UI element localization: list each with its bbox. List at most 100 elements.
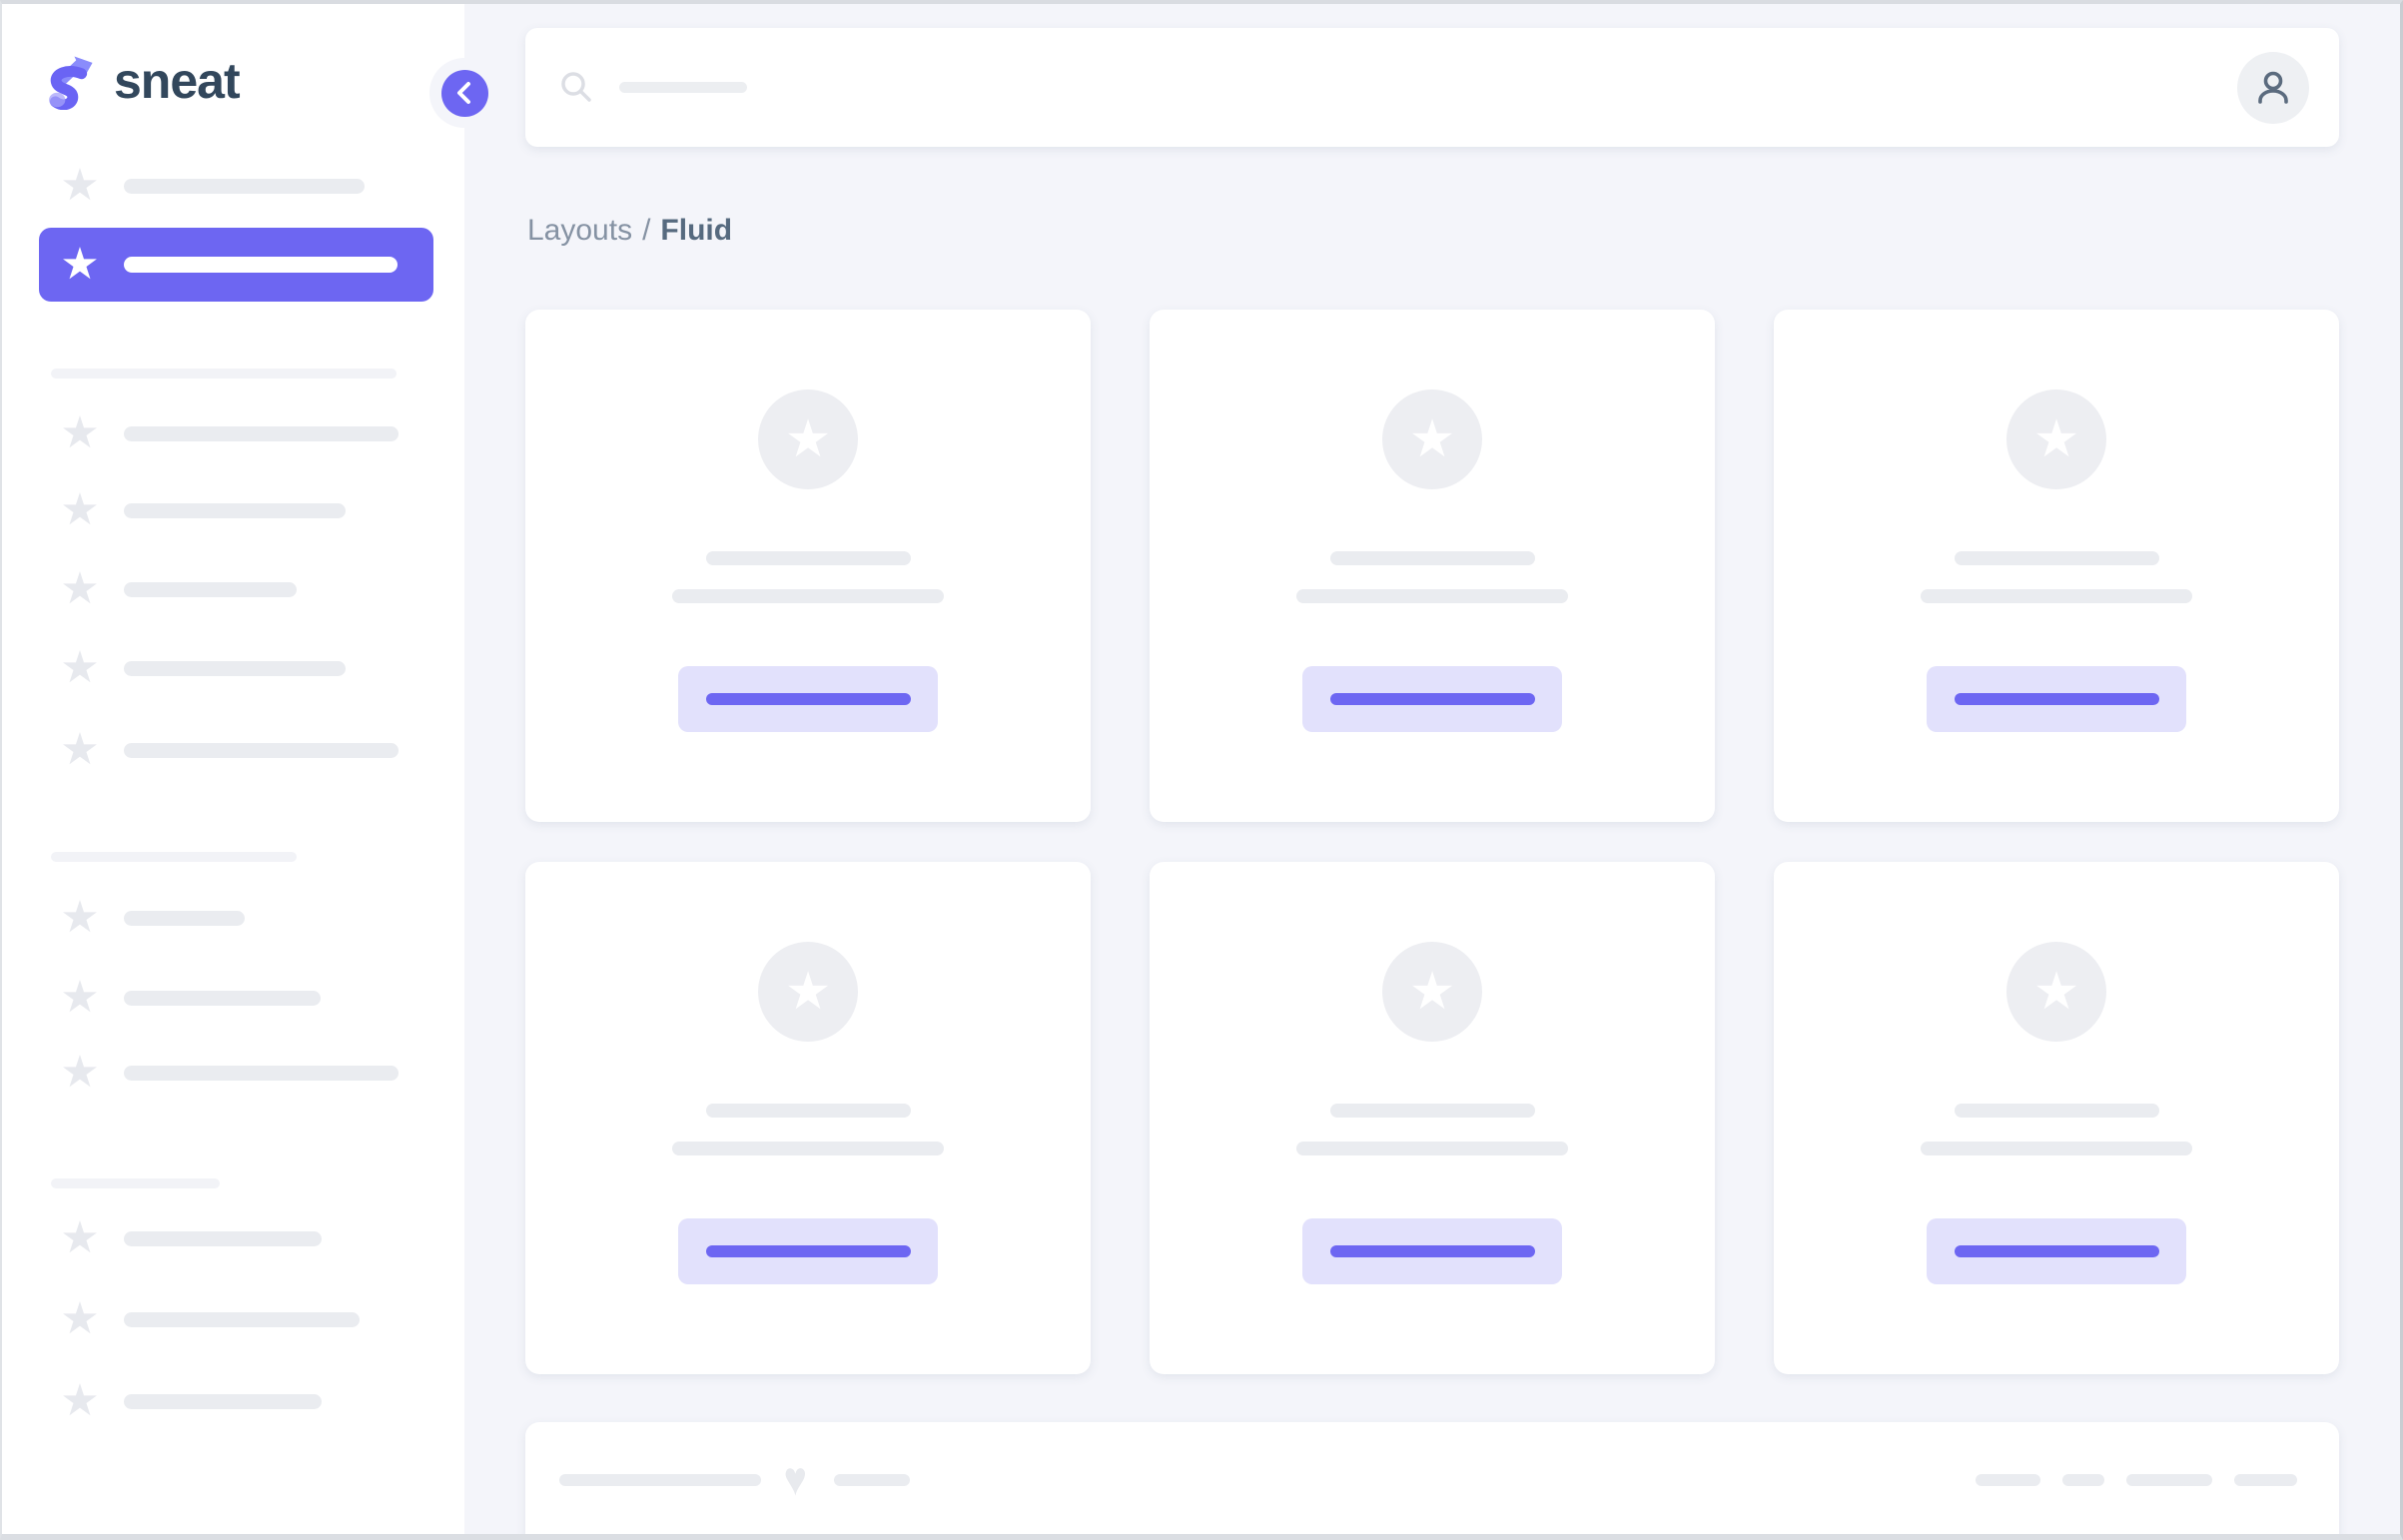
card-button-label-bar	[1954, 1245, 2159, 1257]
sidebar-item-label-bar	[124, 990, 321, 1006]
sidebar-item[interactable]: ★	[39, 1280, 433, 1358]
sidebar-item[interactable]: ★	[39, 959, 433, 1037]
placeholder-card: ★	[1150, 310, 1715, 822]
card-action-button[interactable]	[1927, 666, 2186, 732]
card-action-button[interactable]	[1302, 1218, 1562, 1284]
sidebar-item[interactable]: ★	[39, 1034, 433, 1112]
chevron-left-icon	[449, 78, 479, 108]
card-title-bar	[1954, 1104, 2159, 1118]
breadcrumb-parent[interactable]: Layouts	[527, 214, 633, 247]
star-icon: ★	[60, 1213, 100, 1262]
star-icon: ★	[60, 1048, 100, 1097]
card-action-button[interactable]	[1302, 666, 1562, 732]
placeholder-card: ★	[1774, 862, 2339, 1374]
sidebar-menu: ★ ★ ★ ★ ★ ★ ★ ★ ★ ★ ★ ★ ★	[2, 4, 464, 1534]
sidebar-section-divider	[51, 1178, 220, 1188]
sidebar-item-label-bar	[124, 502, 346, 518]
card-subtitle-bar	[672, 589, 944, 603]
sidebar-collapse-button[interactable]	[440, 69, 488, 117]
star-icon: ★	[60, 725, 100, 774]
sidebar-item-label-bar	[124, 425, 399, 441]
user-avatar-button[interactable]	[2237, 51, 2309, 124]
heart-icon: ♥	[783, 1453, 807, 1506]
sidebar-item-label-bar	[124, 1393, 322, 1409]
sidebar-item-label-bar	[124, 581, 297, 597]
top-navbar	[525, 28, 2339, 147]
sidebar-item[interactable]: ★	[39, 711, 433, 789]
sidebar-item[interactable]: ★	[39, 1362, 433, 1440]
card-avatar-circle: ★	[1382, 389, 1482, 489]
sidebar-item[interactable]: ★	[39, 550, 433, 628]
brand[interactable]: sneat	[40, 52, 241, 110]
card-button-label-bar	[705, 693, 911, 705]
card-title-bar	[1329, 551, 1535, 565]
card-button-label-bar	[705, 1245, 911, 1257]
sidebar-item-label-bar	[124, 178, 365, 194]
card-title-bar	[705, 1104, 911, 1118]
card-button-label-bar	[1329, 1245, 1535, 1257]
placeholder-bar	[559, 1474, 761, 1486]
card-subtitle-bar	[1296, 589, 1568, 603]
sidebar-section-divider	[51, 852, 297, 862]
footer-right-group	[1976, 1474, 2297, 1486]
card-button-label-bar	[1329, 693, 1535, 705]
sidebar-collapse-ring	[429, 58, 499, 128]
star-icon: ★	[60, 643, 100, 692]
sidebar-item-label-bar	[124, 910, 245, 926]
star-icon: ★	[60, 240, 100, 289]
sidebar-item[interactable]: ★	[39, 629, 433, 707]
sidebar-item[interactable]: ★	[39, 879, 433, 957]
star-icon: ★	[2032, 410, 2080, 468]
card-subtitle-bar	[1296, 1142, 1568, 1155]
placeholder-bar	[2234, 1474, 2297, 1486]
placeholder-card: ★	[1774, 310, 2339, 822]
breadcrumb: Layouts / Fluid	[527, 214, 732, 248]
card-action-button[interactable]	[1927, 1218, 2186, 1284]
sidebar-item-label-bar	[124, 257, 398, 273]
sidebar-item[interactable]: ★	[39, 394, 433, 472]
search-icon	[557, 69, 595, 107]
card-avatar-circle: ★	[1382, 942, 1482, 1042]
card-action-button[interactable]	[678, 1218, 938, 1284]
star-icon: ★	[2032, 963, 2080, 1021]
breadcrumb-separator: /	[642, 214, 651, 247]
sidebar-item[interactable]: ★	[39, 1199, 433, 1277]
star-icon: ★	[1408, 410, 1456, 468]
sidebar-item-label-bar	[124, 660, 346, 676]
breadcrumb-current: Fluid	[660, 214, 733, 247]
placeholder-bar	[2062, 1474, 2104, 1486]
placeholder-card: ★	[525, 862, 1091, 1374]
star-icon: ★	[60, 485, 100, 534]
sidebar-item-label-bar	[124, 1230, 322, 1246]
search-input[interactable]	[557, 69, 2237, 107]
star-icon: ★	[60, 1376, 100, 1425]
placeholder-card: ★	[525, 310, 1091, 822]
card-subtitle-bar	[1921, 589, 2192, 603]
card-subtitle-bar	[672, 1142, 944, 1155]
brand-name: sneat	[114, 53, 241, 109]
card-avatar-circle: ★	[2006, 389, 2106, 489]
star-icon: ★	[784, 410, 832, 468]
star-icon: ★	[60, 161, 100, 210]
star-icon: ★	[784, 963, 832, 1021]
star-icon: ★	[1408, 963, 1456, 1021]
card-action-button[interactable]	[678, 666, 938, 732]
sidebar-item-label-bar	[124, 1311, 360, 1327]
star-icon: ★	[60, 893, 100, 942]
card-subtitle-bar	[1921, 1142, 2192, 1155]
sidebar-item[interactable]: ★	[39, 147, 433, 225]
sidebar-item[interactable]: ★	[39, 471, 433, 549]
star-icon: ★	[60, 564, 100, 613]
sidebar-item-label-bar	[124, 1065, 399, 1081]
sidebar-item-label-bar	[124, 742, 399, 758]
card-button-label-bar	[1954, 693, 2159, 705]
card-title-bar	[1954, 551, 2159, 565]
cards-grid: ★ ★ ★ ★ ★	[525, 310, 2339, 1374]
placeholder-bar	[2126, 1474, 2212, 1486]
card-avatar-circle: ★	[758, 942, 858, 1042]
star-icon: ★	[60, 973, 100, 1022]
sidebar-item[interactable]: ★	[39, 228, 433, 302]
card-avatar-circle: ★	[758, 389, 858, 489]
star-icon: ★	[60, 408, 100, 457]
